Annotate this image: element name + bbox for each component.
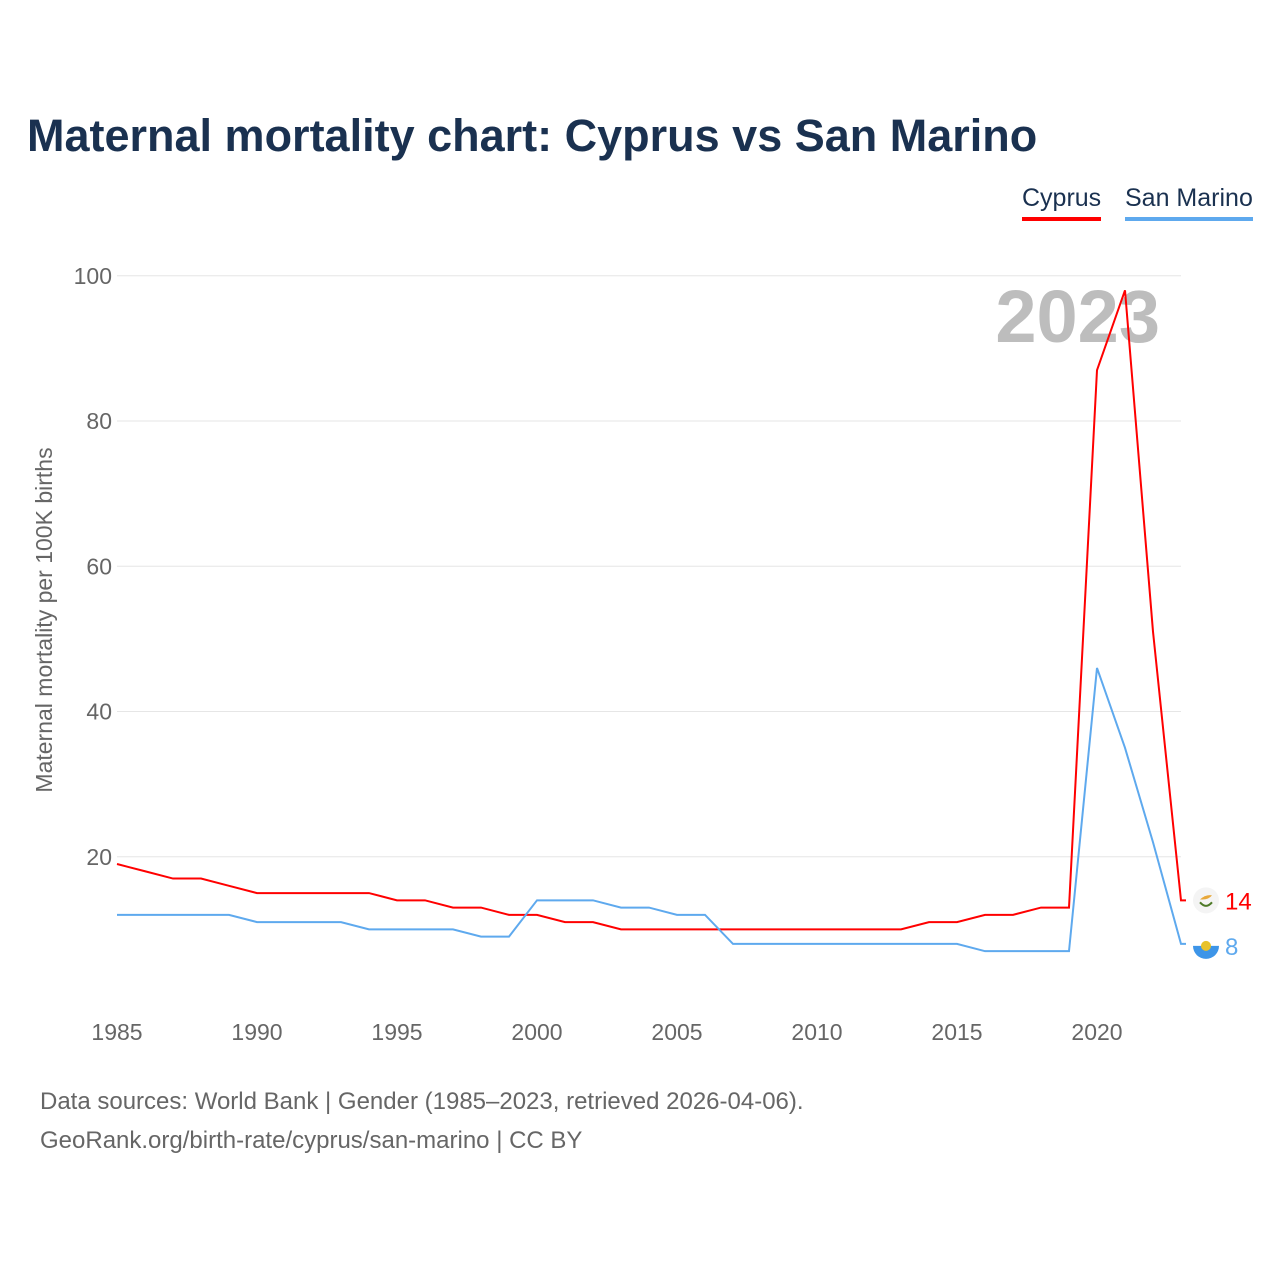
flag-icon-emblem: [1201, 940, 1211, 951]
x-tick-label: 1990: [231, 1019, 282, 1045]
legend-cyprus[interactable]: Cyprus: [1022, 184, 1102, 221]
x-tick-label: 1985: [91, 1019, 142, 1045]
x-tick-label: 1995: [371, 1019, 422, 1045]
x-tick-label: 2015: [931, 1019, 982, 1045]
y-axis-label: Maternal mortality per 100K births: [31, 447, 57, 792]
series-line-san-marino: [117, 667, 1186, 953]
series-line-cyprus: [116, 289, 1186, 931]
flag-icon-stripe: [1193, 945, 1219, 959]
end-value-label: 14: [1225, 888, 1252, 915]
flag-icon-island: [1200, 895, 1212, 900]
flag-icon-branches: [1199, 901, 1213, 907]
flag-icon: [1193, 887, 1219, 914]
y-tick-label: 60: [86, 553, 112, 579]
year-watermark: 2023: [995, 275, 1160, 358]
y-tick-label: 40: [86, 699, 112, 725]
footer-link[interactable]: GeoRank.org/birth-rate/cyprus/san-marino…: [40, 1127, 583, 1154]
y-tick-label: 20: [86, 844, 112, 870]
x-tick-label: 2020: [1071, 1019, 1122, 1045]
x-tick-label: 2005: [651, 1019, 702, 1045]
chart-title: Maternal mortality chart: Cyprus vs San …: [27, 110, 1038, 161]
y-tick-label: 100: [74, 263, 112, 289]
footer-source: Data sources: World Bank | Gender (1985–…: [40, 1088, 804, 1115]
end-value-label: 8: [1225, 934, 1238, 961]
legend-san-marino[interactable]: San Marino: [1125, 184, 1253, 221]
chart-plot: 20 40 60 80 100 1985 1990 1995 2000 2005 2010 2015 2…: [31, 263, 1252, 1045]
x-tick-label: 2010: [791, 1019, 842, 1045]
x-tick-label: 2000: [511, 1019, 562, 1045]
y-tick-label: 80: [86, 408, 112, 434]
